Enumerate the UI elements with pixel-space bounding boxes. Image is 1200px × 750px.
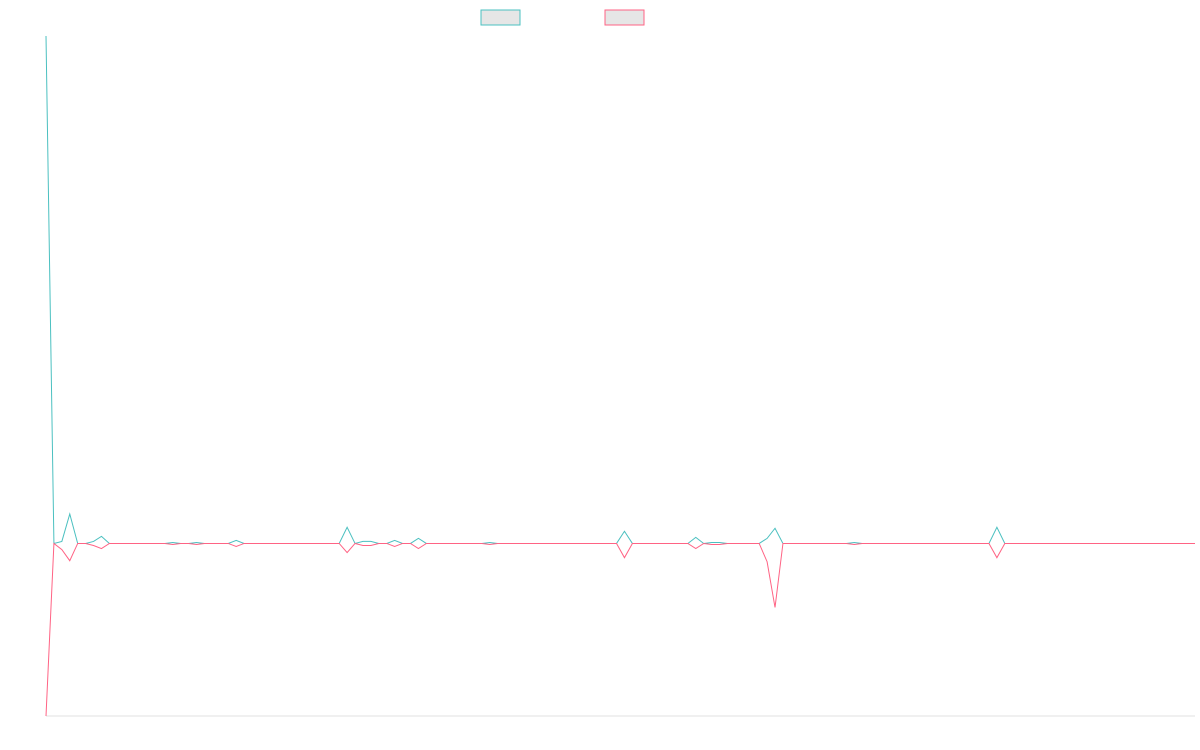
- series-lines: [45, 35, 1195, 717]
- series-line-1: [45, 542, 1195, 717]
- legend-swatch-0: [480, 9, 521, 26]
- legend: [480, 9, 645, 26]
- legend-swatch-1: [604, 9, 645, 26]
- legend-item-1[interactable]: [604, 9, 645, 26]
- legend-item-0[interactable]: [480, 9, 521, 26]
- series-line-0: [45, 35, 1195, 545]
